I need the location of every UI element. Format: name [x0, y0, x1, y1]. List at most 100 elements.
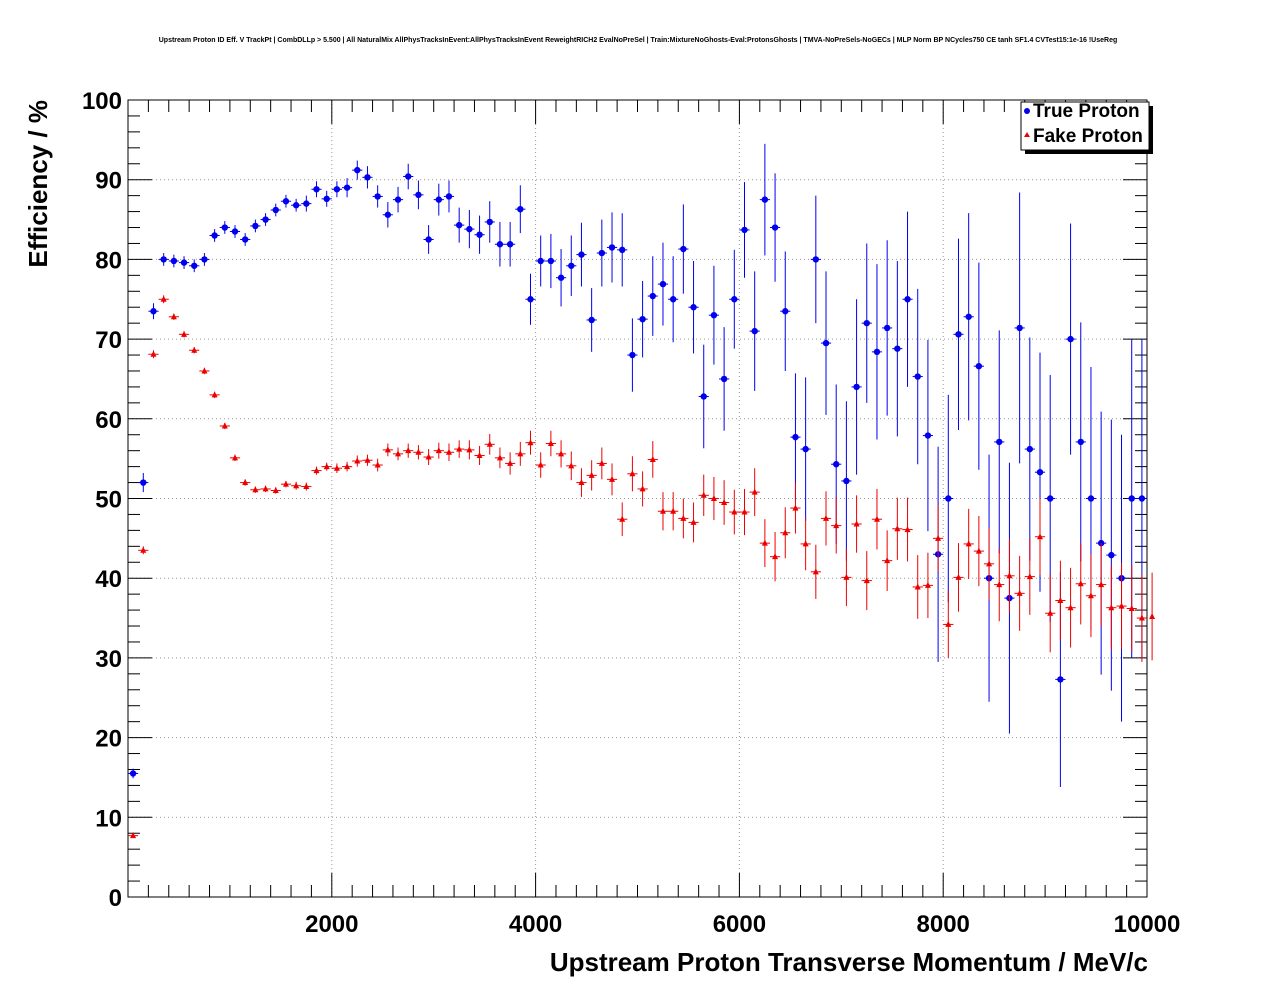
data-point: [914, 583, 921, 590]
y-tick-label: 10: [95, 805, 122, 832]
y-tick-label: 60: [95, 407, 122, 434]
data-series: [128, 143, 1156, 839]
data-point: [619, 515, 626, 522]
data-point: [1138, 614, 1145, 621]
data-point: [272, 206, 279, 214]
data-point: [130, 832, 137, 839]
data-point: [1128, 604, 1135, 611]
data-point: [527, 439, 534, 446]
data-point: [445, 448, 452, 455]
data-point: [343, 184, 351, 191]
data-point: [1098, 581, 1105, 588]
data-point: [506, 241, 514, 248]
data-point: [578, 251, 585, 258]
data-point: [333, 186, 341, 193]
data-point: [364, 456, 371, 463]
legend-marker-fake-proton: [1024, 132, 1030, 137]
data-point: [415, 448, 422, 455]
data-point: [1077, 438, 1084, 446]
data-point: [802, 540, 809, 547]
data-point: [476, 451, 483, 458]
data-point: [547, 440, 554, 447]
data-point: [507, 459, 514, 466]
data-point: [894, 525, 901, 532]
data-point: [486, 440, 493, 447]
data-point: [986, 560, 993, 567]
data-point: [873, 515, 880, 522]
data-point: [1026, 445, 1034, 453]
data-point: [863, 577, 870, 584]
data-point: [843, 477, 850, 485]
data-point: [1016, 589, 1023, 596]
data-point: [313, 467, 320, 474]
data-point: [231, 454, 238, 461]
data-point: [456, 445, 463, 452]
data-point: [649, 292, 656, 300]
data-point: [731, 508, 738, 515]
data-point: [425, 236, 432, 243]
data-point: [1138, 495, 1146, 502]
data-point: [843, 573, 850, 580]
data-point: [1118, 602, 1125, 609]
legend-label-fake-proton: Fake Proton: [1033, 126, 1143, 147]
y-tick-label: 70: [95, 327, 122, 354]
data-point: [782, 308, 789, 315]
data-point: [1087, 495, 1095, 502]
data-point: [384, 446, 391, 453]
data-point: [802, 445, 809, 453]
data-point: [1087, 592, 1094, 599]
y-tick-label: 100: [82, 88, 122, 115]
data-point: [812, 256, 820, 263]
data-point: [242, 479, 249, 486]
data-point: [405, 173, 412, 180]
data-point: [741, 508, 748, 515]
data-point: [313, 186, 320, 193]
y-axis-title: Efficiency / %: [23, 100, 53, 268]
legend: True Proton Fake Proton: [1020, 101, 1153, 154]
y-tick-label: 30: [95, 646, 122, 673]
y-tick-label: 40: [95, 566, 122, 593]
data-point: [792, 433, 799, 441]
x-tick-label: 10000: [1114, 911, 1181, 938]
x-tick-label: 4000: [509, 911, 562, 938]
data-point: [975, 362, 983, 370]
data-point: [598, 459, 605, 466]
data-point: [945, 620, 952, 627]
data-point: [537, 257, 544, 265]
data-point: [822, 339, 830, 347]
data-point: [883, 324, 891, 332]
data-point: [1108, 551, 1115, 559]
data-point: [1067, 335, 1074, 343]
data-point: [904, 296, 911, 303]
data-point: [303, 200, 310, 207]
data-point: [374, 461, 381, 468]
x-tick-label: 2000: [305, 911, 358, 938]
data-point: [415, 191, 422, 199]
data-point: [1047, 609, 1054, 616]
data-point: [1128, 495, 1135, 502]
data-point: [293, 482, 300, 489]
chart-title: Upstream Proton ID Eff. V TrackPt | Comb…: [159, 37, 1118, 44]
data-point: [1067, 604, 1074, 611]
data-point: [772, 553, 779, 560]
grid-lines: [128, 100, 1147, 897]
data-point: [924, 432, 932, 439]
data-point: [761, 539, 768, 546]
data-point: [211, 232, 218, 239]
data-point: [252, 486, 259, 493]
data-point: [670, 507, 677, 514]
data-point: [863, 319, 870, 327]
data-point: [455, 221, 463, 229]
data-point: [619, 246, 626, 254]
data-point: [1057, 597, 1064, 604]
data-point: [680, 514, 687, 521]
data-point: [180, 259, 188, 266]
data-point: [435, 196, 442, 203]
data-point: [303, 483, 310, 490]
data-point: [262, 485, 269, 492]
x-tick-label: 6000: [713, 911, 766, 938]
data-point: [395, 450, 402, 457]
data-point: [700, 393, 707, 400]
data-point: [394, 196, 402, 203]
data-point: [384, 211, 392, 218]
